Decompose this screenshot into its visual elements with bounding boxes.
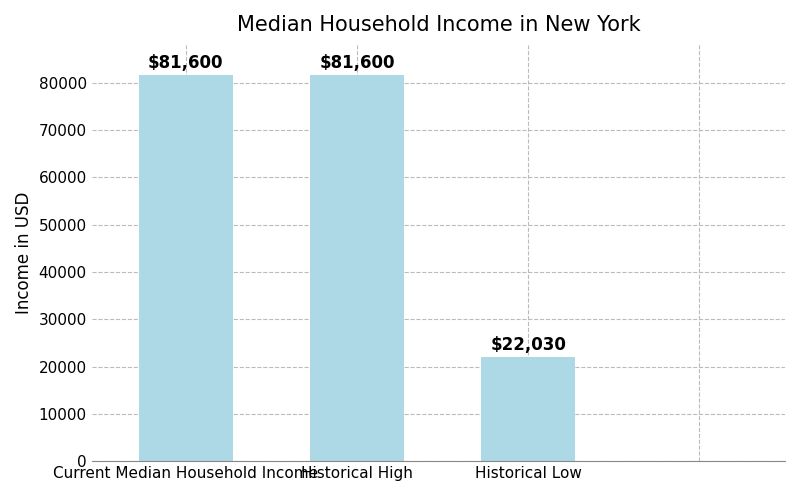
Title: Median Household Income in New York: Median Household Income in New York [237,15,640,35]
Text: $81,600: $81,600 [148,55,223,72]
Bar [481,357,575,461]
Bar [138,75,233,461]
Text: $81,600: $81,600 [319,55,394,72]
Y-axis label: Income in USD: Income in USD [15,192,33,314]
Bar [310,75,404,461]
Text: $22,030: $22,030 [490,336,566,354]
